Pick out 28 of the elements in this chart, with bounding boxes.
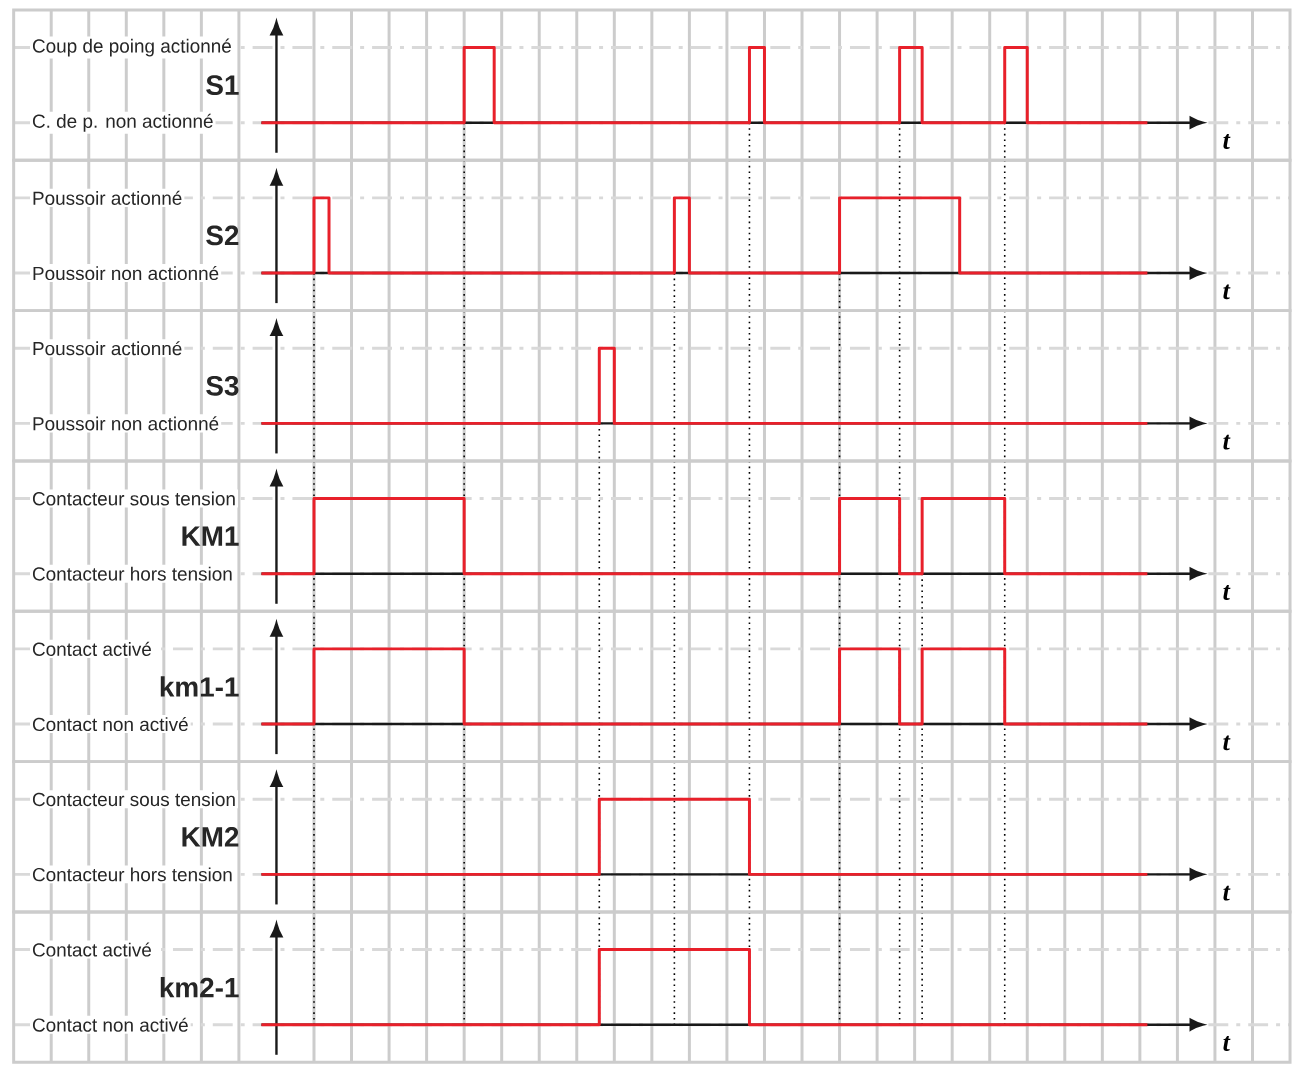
y-axis-title: S2	[206, 225, 239, 246]
x-axis-title: t	[1223, 885, 1231, 901]
y-axis-title: KM1	[182, 526, 239, 546]
text: Contacteur sous tension	[32, 491, 235, 506]
x-axis-title: t	[1223, 434, 1231, 450]
y-axis-title: km2-1	[160, 976, 239, 998]
y-axis-title: S1	[206, 75, 239, 95]
text: Contact activé	[32, 641, 151, 656]
text: Coup de poing actionné	[32, 38, 231, 57]
y-axis-title: KM2	[182, 826, 239, 847]
x-axis-title: t	[1223, 1036, 1231, 1051]
text: C. de p. non actionné	[32, 113, 213, 132]
text: Contacteur hors tension	[32, 566, 232, 581]
text: Poussoir actionné	[33, 190, 182, 205]
text: Contacteur hors tension	[32, 867, 232, 882]
text: Contact non activé	[32, 1017, 188, 1032]
y-axis-title: km1-1	[160, 676, 239, 697]
text: Contacteur sous tension	[32, 792, 235, 807]
text: Contact activé	[32, 942, 151, 957]
y-axis-title: S3	[206, 375, 239, 396]
x-axis-title: t	[1223, 134, 1231, 149]
x-axis-title: t	[1223, 585, 1231, 600]
text: Poussoir actionné	[33, 341, 182, 356]
text: Contact non activé	[32, 716, 188, 732]
text: Poussoir non actionné	[33, 265, 219, 281]
text: Poussoir non actionné	[33, 416, 219, 431]
x-axis-title: t	[1223, 735, 1231, 751]
x-axis-title: t	[1223, 284, 1231, 300]
